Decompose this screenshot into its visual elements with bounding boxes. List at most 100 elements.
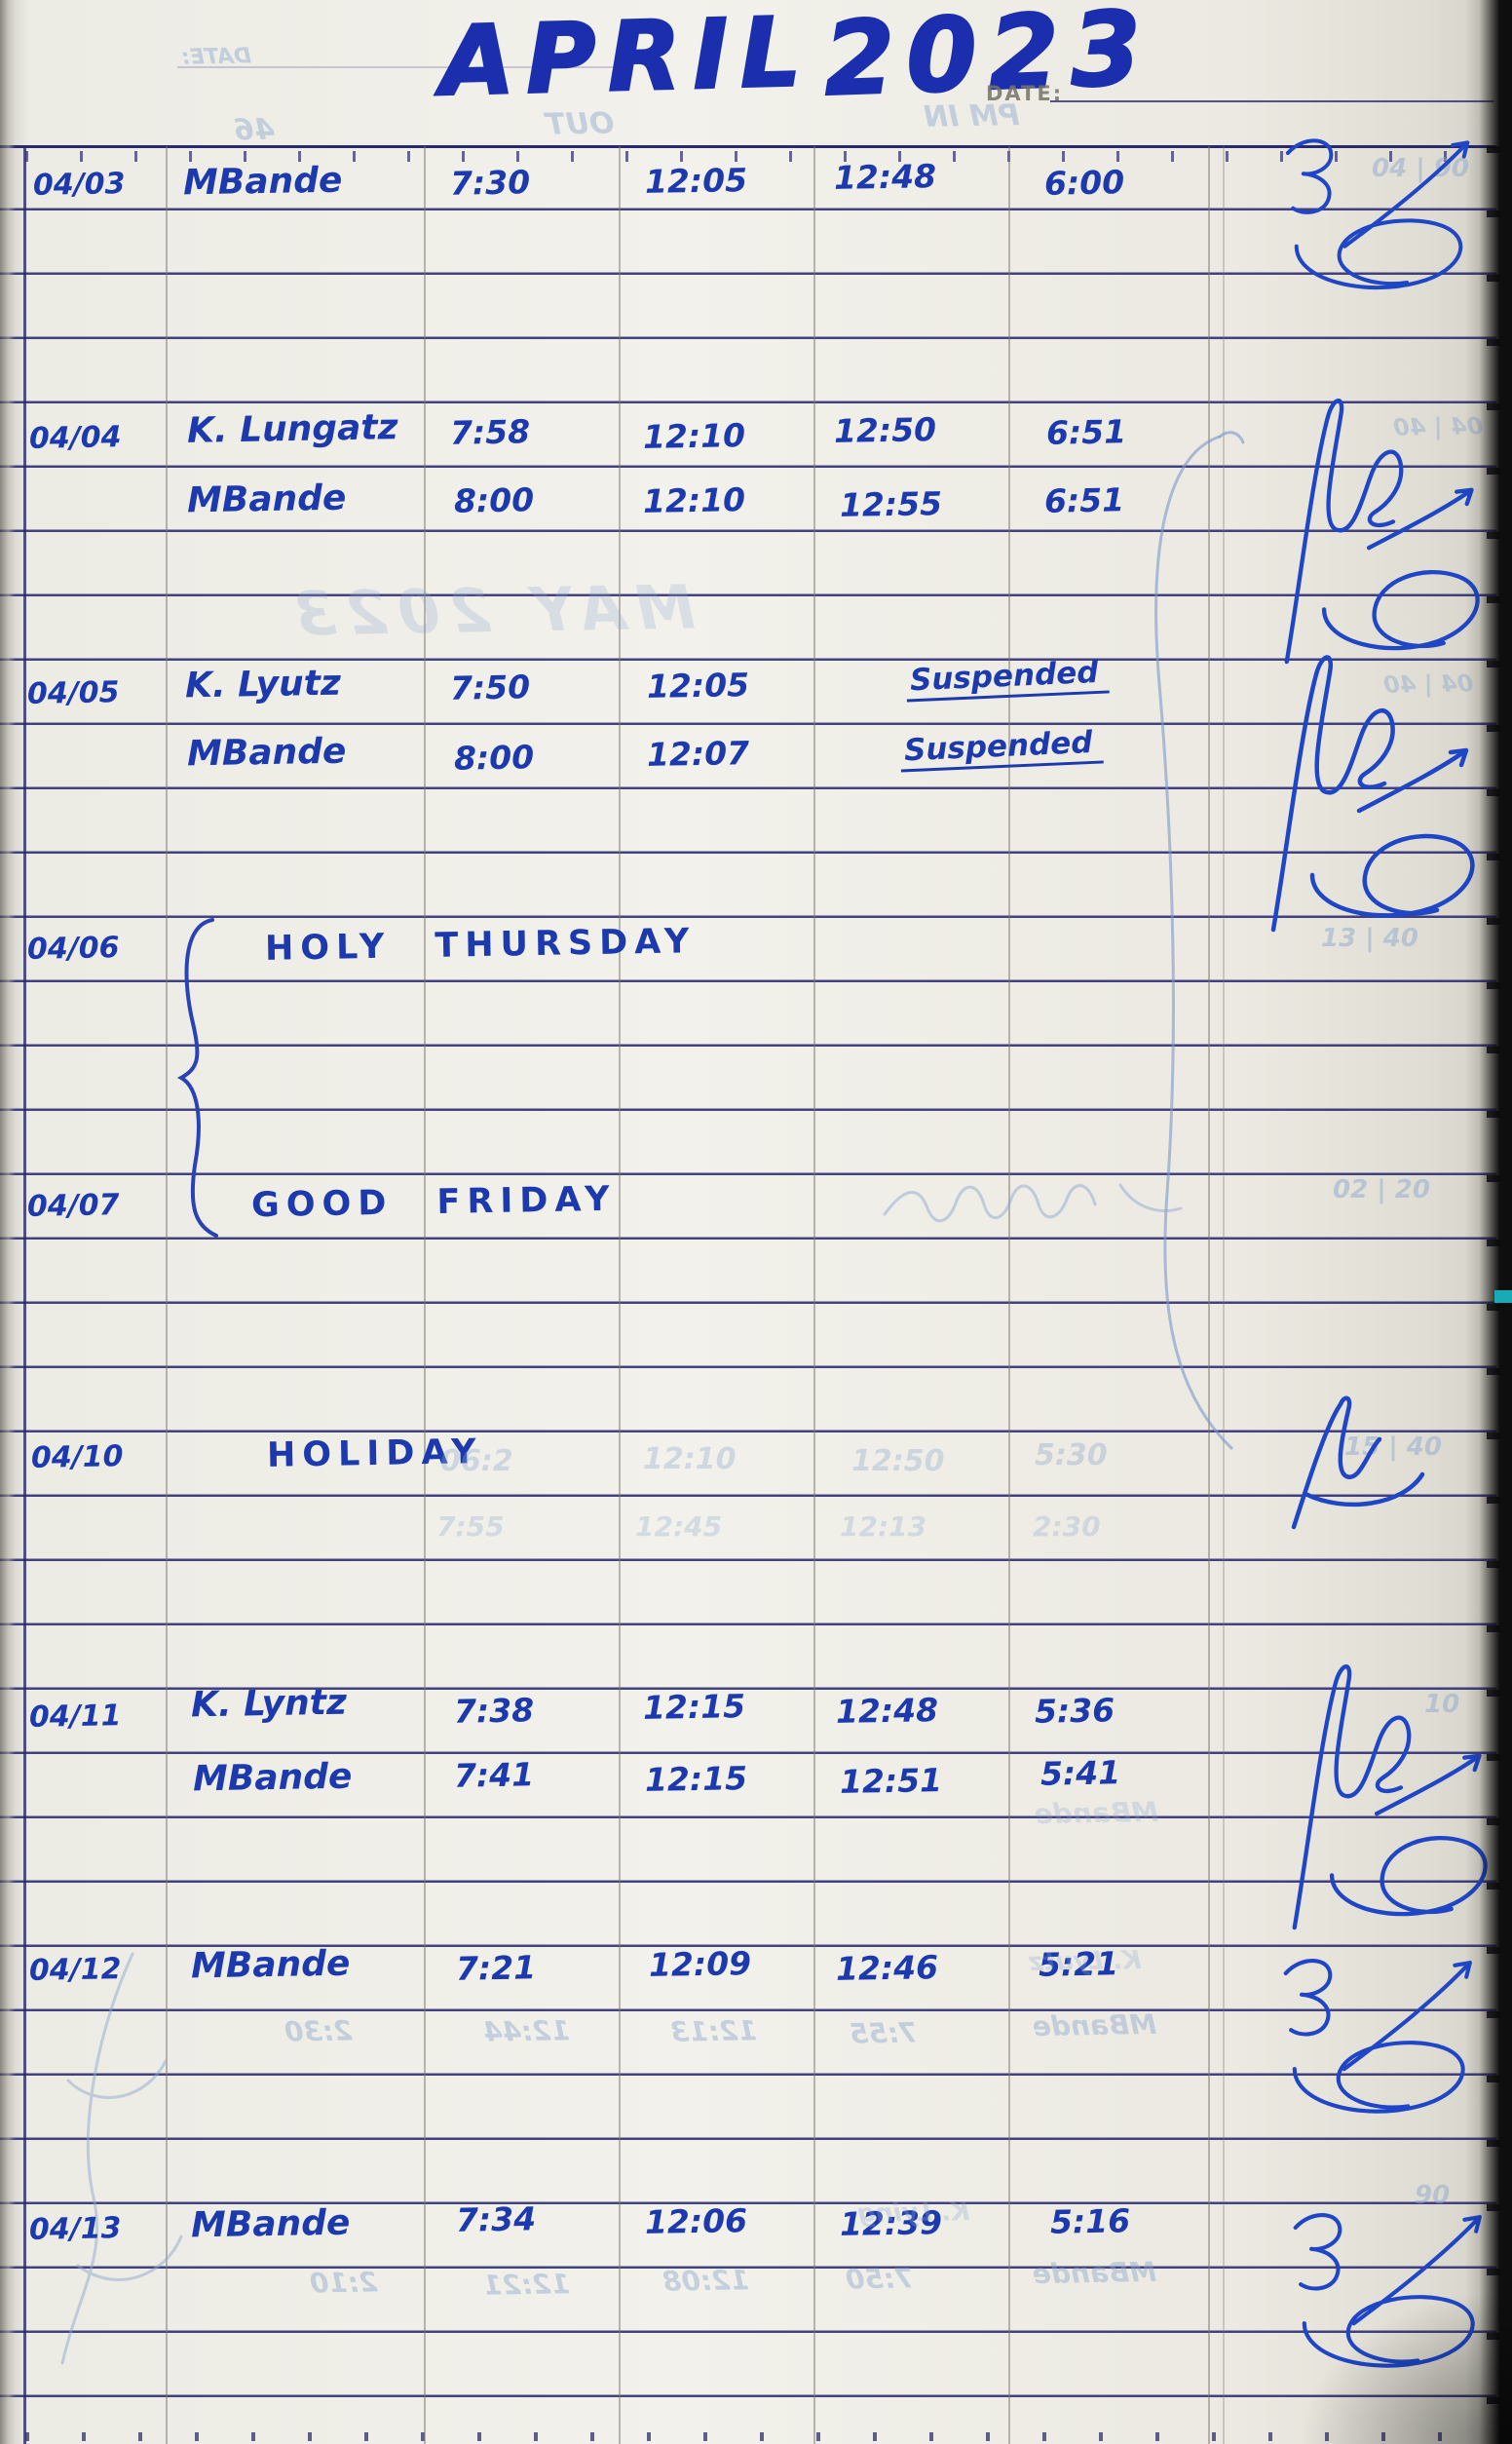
header-rule-line bbox=[0, 145, 1496, 148]
holiday-label: GOOD FRIDAY bbox=[250, 1179, 617, 1226]
bleed-col-header-pmin: PM IN bbox=[923, 98, 1020, 134]
column-line-amout-pmin bbox=[813, 146, 815, 2444]
bleed-time: 2:10 bbox=[309, 2266, 378, 2300]
bleed-name: MBande bbox=[1032, 2007, 1157, 2043]
signature-flourish bbox=[1285, 138, 1470, 290]
holiday-brace bbox=[176, 918, 218, 1238]
page-title-month: APRIL bbox=[437, 0, 814, 119]
bleed-page-number: 46 bbox=[233, 112, 276, 148]
time-pm-out: 5:41 bbox=[1040, 1753, 1121, 1793]
row-name: K. Lyutz bbox=[184, 663, 342, 706]
column-line-pmin-pmout bbox=[1008, 146, 1010, 2444]
time-am-out: 12:07 bbox=[646, 734, 750, 774]
row-date: 04/07 bbox=[26, 1188, 120, 1224]
row-name: MBande bbox=[190, 1943, 351, 1987]
bleed-date-mark: 15 | 40 bbox=[1344, 1432, 1442, 1462]
time-am-out: 12:15 bbox=[642, 1687, 746, 1727]
bleed-time: 7:55 bbox=[849, 2016, 918, 2050]
printed-date-label: DATE: bbox=[986, 82, 1064, 105]
column-line-name-amin bbox=[424, 146, 426, 2444]
bracket-curve bbox=[1154, 431, 1245, 1450]
bleed-time: 12:13 bbox=[669, 2014, 758, 2048]
header-tick-marks bbox=[25, 151, 1492, 162]
signature-flourish bbox=[1284, 399, 1480, 665]
signature-flourish bbox=[1283, 1959, 1472, 2114]
bleed-next-month-title: MAY 2023 bbox=[284, 571, 697, 650]
row-date: 04/03 bbox=[32, 167, 126, 203]
time-pm-in: 12:48 bbox=[833, 157, 937, 197]
bleed-time: 12:50 bbox=[851, 1444, 945, 1478]
time-am-in: 7:30 bbox=[449, 163, 531, 203]
corner-shadow bbox=[1298, 2288, 1512, 2444]
printed-date-rule bbox=[1050, 100, 1493, 102]
bleed-scribble bbox=[60, 1952, 183, 2365]
time-am-out: 12:06 bbox=[644, 2201, 748, 2241]
bleed-col-header-out: OUT bbox=[545, 106, 615, 142]
time-am-out: 12:15 bbox=[644, 1759, 748, 1799]
bottom-tick-marks bbox=[25, 2432, 1457, 2441]
bleed-time: 12:21 bbox=[482, 2268, 571, 2302]
row-date: 04/04 bbox=[28, 420, 122, 456]
row-name: K. Lungatz bbox=[186, 407, 398, 451]
time-am-in: 7:41 bbox=[453, 1755, 535, 1795]
column-line-pmout-signature bbox=[1208, 146, 1210, 2444]
bleed-time: 5:30 bbox=[1035, 1438, 1108, 1472]
time-am-in: 7:50 bbox=[449, 668, 531, 707]
bleed-date-mark: 13 | 40 bbox=[1321, 924, 1418, 953]
teal-edge-mark bbox=[1494, 1290, 1512, 1303]
time-pm-out: 6:00 bbox=[1043, 163, 1125, 203]
signature-flourish bbox=[1270, 655, 1475, 933]
row-name: MBande bbox=[186, 477, 347, 521]
bleed-time: 7:50 bbox=[845, 2262, 914, 2296]
bleed-name: MBande bbox=[1034, 1795, 1159, 1831]
time-pm-in: 12:48 bbox=[835, 1691, 939, 1731]
bleed-name: K. Lying bbox=[856, 2196, 970, 2230]
time-pm-in: 12:46 bbox=[835, 1948, 939, 1988]
bleed-date-rule bbox=[177, 66, 616, 68]
bleed-time: 12:45 bbox=[635, 1510, 723, 1543]
bleed-time: 12:44 bbox=[482, 2014, 571, 2048]
time-am-in: 8:00 bbox=[453, 480, 535, 520]
bleed-time: 06:2 bbox=[440, 1444, 513, 1478]
row-name: MBande bbox=[186, 731, 347, 775]
bleed-time: 12:08 bbox=[662, 2264, 750, 2298]
time-pm-in: 12:55 bbox=[839, 484, 943, 524]
row-date: 04/06 bbox=[26, 931, 120, 967]
status-suspended: Suspended bbox=[899, 724, 1104, 773]
bleed-date-label: DATE: bbox=[180, 44, 252, 70]
row-date: 04/05 bbox=[26, 675, 120, 711]
time-am-out: 12:05 bbox=[646, 666, 750, 706]
row-name: MBande bbox=[192, 1756, 353, 1800]
column-line-left-margin bbox=[23, 146, 26, 2444]
time-pm-out: 5:16 bbox=[1049, 2201, 1131, 2241]
row-date: 04/13 bbox=[28, 2211, 122, 2247]
bleed-date-mark: 02 | 20 bbox=[1333, 1175, 1430, 1204]
time-am-in: 7:34 bbox=[455, 2199, 537, 2239]
time-am-in: 7:21 bbox=[455, 1948, 537, 1988]
status-suspended: Suspended bbox=[905, 654, 1110, 703]
time-am-out: 12:10 bbox=[642, 416, 746, 456]
time-pm-in: 12:51 bbox=[839, 1761, 943, 1801]
column-line-date-name bbox=[166, 146, 168, 2444]
bleed-name: K. Lyutz bbox=[1028, 1945, 1142, 1978]
row-date: 04/10 bbox=[30, 1439, 124, 1475]
time-am-out: 12:05 bbox=[644, 161, 748, 201]
bleed-time: 2:30 bbox=[1033, 1510, 1101, 1543]
time-pm-out: 5:36 bbox=[1034, 1691, 1115, 1731]
time-am-in: 7:38 bbox=[453, 1691, 535, 1731]
bleed-date-mark: 90 bbox=[1415, 2181, 1451, 2210]
time-am-in: 8:00 bbox=[453, 738, 535, 778]
signature-flourish bbox=[1291, 1395, 1425, 1530]
time-am-out: 12:10 bbox=[642, 480, 746, 520]
bleed-time: 7:55 bbox=[436, 1510, 505, 1543]
bleed-name: MBande bbox=[1032, 2255, 1157, 2291]
binding-stitches bbox=[1487, 146, 1499, 2444]
column-line-signature-double bbox=[1223, 146, 1225, 2444]
row-name: MBande bbox=[182, 160, 343, 204]
bleed-time: 12:10 bbox=[643, 1442, 737, 1476]
time-am-in: 7:58 bbox=[449, 412, 531, 452]
bleed-date-mark: 10 bbox=[1424, 1690, 1460, 1719]
page-edge-left bbox=[0, 0, 16, 2444]
row-name: MBande bbox=[190, 2202, 351, 2246]
